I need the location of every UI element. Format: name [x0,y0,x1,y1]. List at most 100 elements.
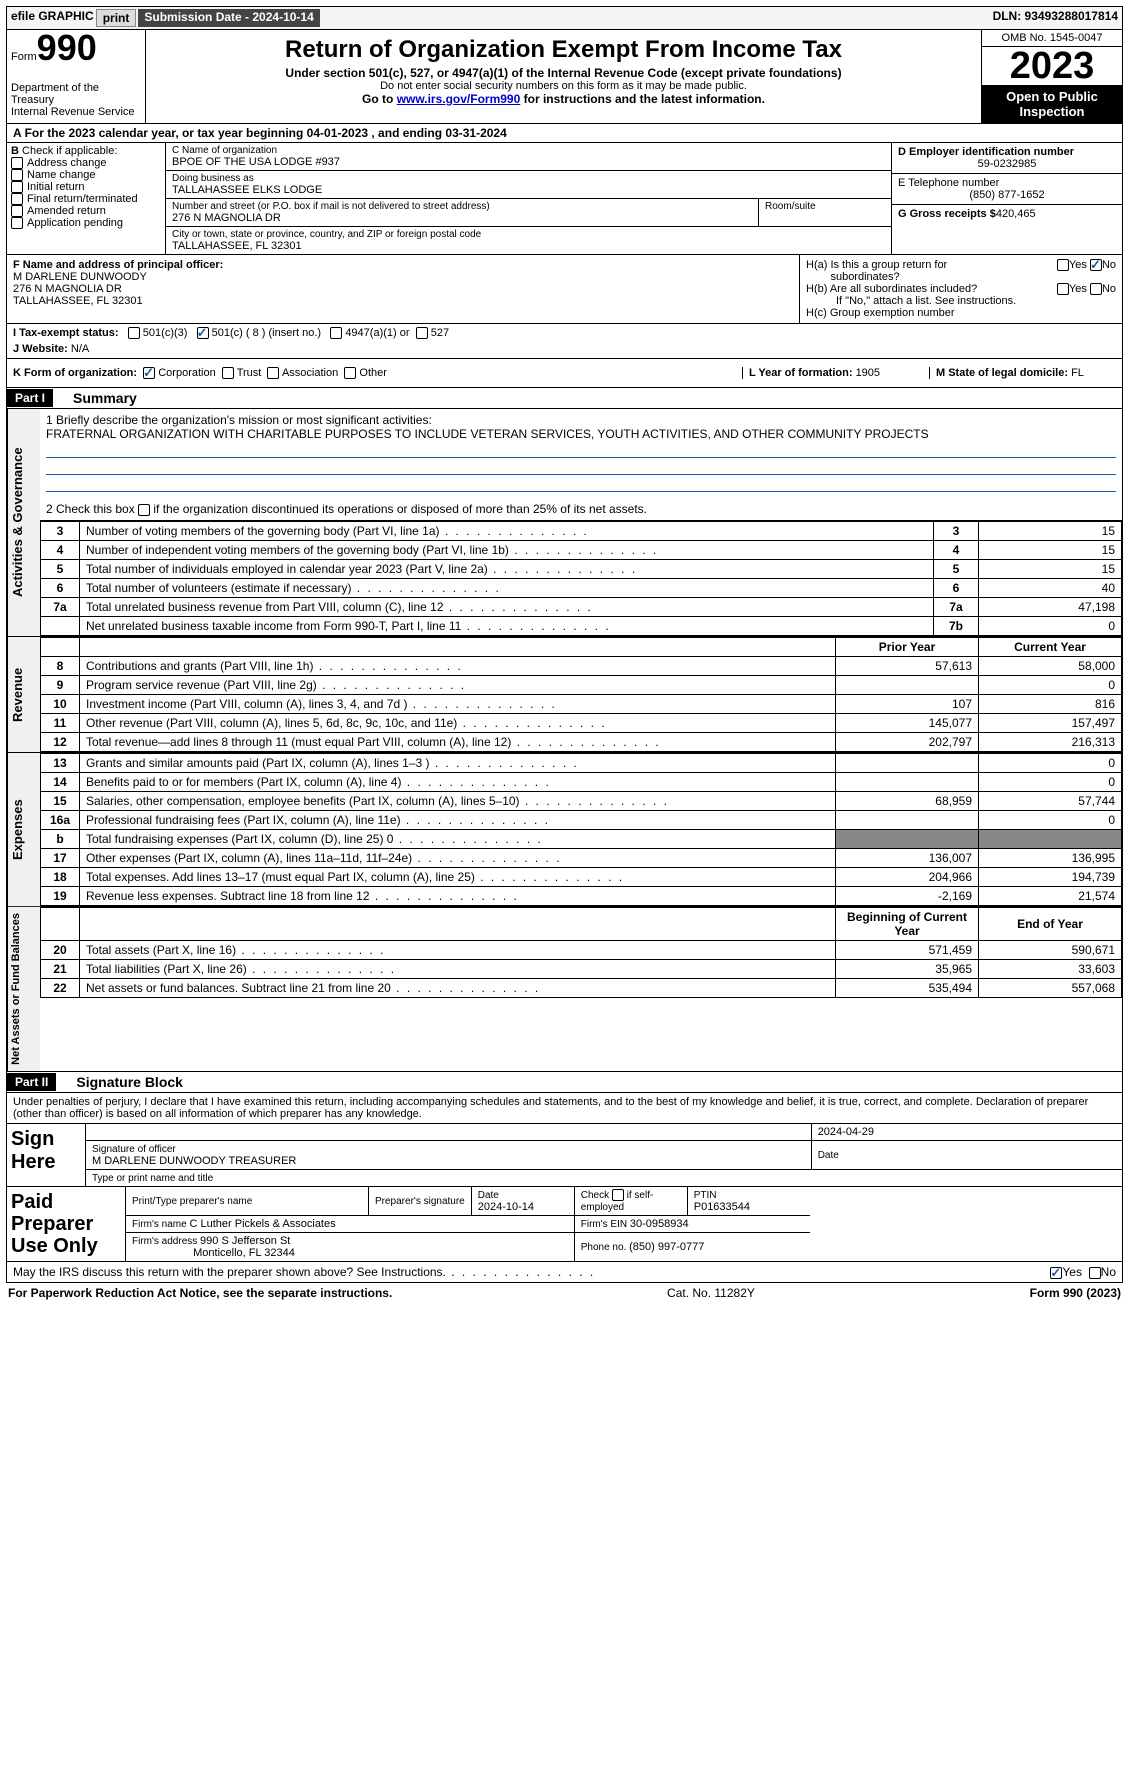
form-id-cell: Form990 Department of the Treasury Inter… [7,30,146,124]
chk-initial-return[interactable] [11,181,23,193]
line-desc: Total unrelated business revenue from Pa… [80,598,934,617]
chk-address-change[interactable] [11,157,23,169]
line-num: 10 [41,695,80,714]
line-prior: 57,613 [836,657,979,676]
prep-date-hdr: Date [478,1190,499,1201]
mission-underline-2 [46,460,1116,475]
irs-label: Internal Revenue Service [11,106,141,118]
line-desc: Total number of volunteers (estimate if … [80,579,934,598]
firm-name-lbl: Firm's name [132,1219,189,1230]
line-curr: 136,995 [979,849,1122,868]
table-row: 9Program service revenue (Part VIII, lin… [41,676,1122,695]
m1-label: 1 Briefly describe the organization's mi… [46,413,1116,427]
goto-link[interactable]: www.irs.gov/Form990 [397,92,521,106]
sig-officer-label: Signature of officer [92,1144,176,1155]
firm-addr2: Monticello, FL 32344 [193,1247,295,1259]
section-bcd: B Check if applicable: Address change Na… [6,143,1123,255]
chk-ha-yes[interactable] [1057,259,1069,271]
form-subtitle: Under section 501(c), 527, or 4947(a)(1)… [150,66,977,80]
mission-underline-3 [46,477,1116,492]
goto-post: for instructions and the latest informat… [520,92,765,106]
line-num: 20 [41,941,80,960]
line-val: 15 [979,560,1122,579]
chk-irs-yes[interactable] [1050,1267,1062,1279]
chk-assoc[interactable] [267,367,279,379]
efile-label: efile GRAPHIC [11,9,94,27]
chk-amended-return[interactable] [11,205,23,217]
table-row: 4Number of independent voting members of… [41,541,1122,560]
line-ref: 6 [934,579,979,598]
ha-sub: subordinates? [830,271,899,283]
line-prior [836,773,979,792]
chk-501c[interactable] [197,327,209,339]
i-o3: 4947(a)(1) or [345,327,409,339]
prep-sig-hdr: Preparer's signature [375,1196,465,1207]
form-title: Return of Organization Exempt From Incom… [150,36,977,64]
part2-title: Signature Block [56,1072,193,1092]
chk-527[interactable] [416,327,428,339]
footer-right: Form 990 (2023) [1030,1286,1121,1300]
chk-other[interactable] [344,367,356,379]
chk-corp[interactable] [143,367,155,379]
table-row: 3Number of voting members of the governi… [41,522,1122,541]
line-curr: 21,574 [979,887,1122,906]
footer-mid: Cat. No. 11282Y [667,1286,755,1300]
chk-irs-no[interactable] [1089,1267,1101,1279]
goto-pre: Go to [362,92,397,106]
firm-ein: 30-0958934 [630,1218,689,1230]
sign-date-val: 2024-04-29 [818,1126,874,1138]
table-row: 18Total expenses. Add lines 13–17 (must … [41,868,1122,887]
chk-final-return[interactable] [11,193,23,205]
line-desc: Number of voting members of the governin… [80,522,934,541]
page-footer: For Paperwork Reduction Act Notice, see … [6,1283,1123,1303]
chk-501c3[interactable] [128,327,140,339]
b-item-5: Application pending [27,217,123,229]
table-row: 8Contributions and grants (Part VIII, li… [41,657,1122,676]
chk-name-change[interactable] [11,169,23,181]
line-prior [836,811,979,830]
chk-ha-no[interactable] [1090,259,1102,271]
paid-preparer-row: Paid Preparer Use Only Print/Type prepar… [7,1187,1122,1262]
chk-hb-yes[interactable] [1057,283,1069,295]
chk-hb-no[interactable] [1090,283,1102,295]
chk-self-employed[interactable] [612,1189,624,1201]
table-row: 14Benefits paid to or for members (Part … [41,773,1122,792]
org-phone: (850) 877-1652 [898,189,1116,201]
hdr-blank [41,908,80,941]
line-num: 5 [41,560,80,579]
table-row: 13Grants and similar amounts paid (Part … [41,754,1122,773]
chk-trust[interactable] [222,367,234,379]
line-desc: Professional fundraising fees (Part IX, … [80,811,836,830]
line-desc: Grants and similar amounts paid (Part IX… [80,754,836,773]
line-curr: 557,068 [979,979,1122,998]
b-item-2: Initial return [27,181,84,193]
irs-discuss-row: May the IRS discuss this return with the… [7,1262,1122,1283]
line-ref: 3 [934,522,979,541]
signature-section: Under penalties of perjury, I declare th… [6,1093,1123,1283]
line-curr: 0 [979,773,1122,792]
line-desc: Other revenue (Part VIII, column (A), li… [80,714,836,733]
footer-left: For Paperwork Reduction Act Notice, see … [8,1286,392,1300]
hb-label: H(b) Are all subordinates included? [806,283,977,295]
irs-q-text: May the IRS discuss this return with the… [13,1265,446,1279]
ha-yes: Yes [1069,259,1087,271]
line-num: 22 [41,979,80,998]
line-curr: 816 [979,695,1122,714]
print-button[interactable]: print [96,9,137,27]
line-prior: 571,459 [836,941,979,960]
submission-date-label: Submission Date - 2024-10-14 [138,9,319,27]
l-val: 1905 [856,367,880,379]
section-ijk: I Tax-exempt status: 501(c)(3) 501(c) ( … [6,324,1123,388]
chk-discontinued[interactable] [138,504,150,516]
line-num: 11 [41,714,80,733]
table-row: 7aTotal unrelated business revenue from … [41,598,1122,617]
line-val: 15 [979,541,1122,560]
line-desc: Contributions and grants (Part VIII, lin… [80,657,836,676]
firm-phone: (850) 997-0777 [629,1241,704,1253]
irs-no: No [1101,1265,1116,1279]
line-prior: 68,959 [836,792,979,811]
mission-underline-1 [46,443,1116,458]
chk-application-pending[interactable] [11,217,23,229]
chk-4947[interactable] [330,327,342,339]
dept-label: Department of the Treasury [11,82,141,106]
